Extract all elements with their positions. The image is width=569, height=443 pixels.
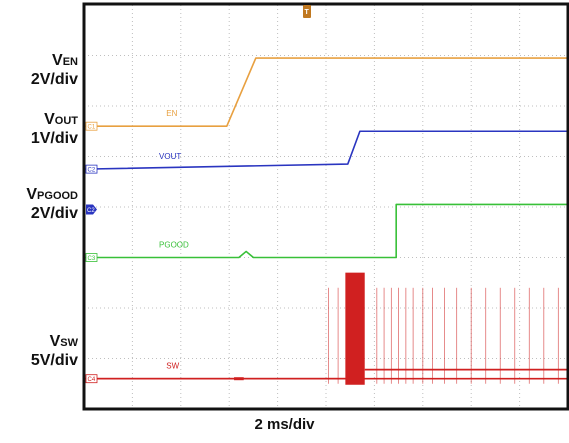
sw-axis-label: VSW 5V/div <box>0 333 78 370</box>
x-axis-label: 2 ms/div <box>254 416 315 433</box>
pgood-axis-label: VPGOOD 2V/div <box>0 186 78 223</box>
vout-trace-label: VOUT <box>159 152 181 161</box>
en-channel-marker-text: C1 <box>88 125 96 131</box>
vout-signal-name: VOUT <box>44 111 78 128</box>
vout-scale: 1V/div <box>30 130 78 147</box>
en-scale: 2V/div <box>30 71 78 88</box>
traces <box>83 57 568 385</box>
plot-frame <box>82 2 569 411</box>
ch2-ground-marker <box>86 204 97 215</box>
sw-signal-name: VSW <box>49 333 78 350</box>
en-axis-label: VEN 2V/div <box>0 52 78 89</box>
vout-channel-marker-text: C2 <box>88 168 96 174</box>
pgood-scale: 2V/div <box>30 205 78 222</box>
sw-channel-marker-text: C4 <box>88 377 96 383</box>
en-trace-label: EN <box>166 109 177 118</box>
trigger-marker-body <box>303 5 311 18</box>
channel-markers: C1 C2 C3 C4 C2 <box>85 121 98 384</box>
pgood-trace <box>84 203 568 259</box>
trigger-marker-text: T <box>305 9 310 16</box>
sw-trace-label: SW <box>166 362 179 371</box>
en-channel-marker <box>85 121 98 131</box>
pgood-channel-marker <box>85 253 98 262</box>
pgood-channel-marker-text: C3 <box>88 256 96 262</box>
sw-channel-marker <box>85 374 98 384</box>
trace-labels: EN VOUT PGOOD SW <box>159 109 189 371</box>
trigger-marker: T <box>303 5 311 18</box>
vout-channel-marker <box>85 164 98 174</box>
vout-axis-label: VOUT 1V/div <box>0 111 78 148</box>
pgood-signal-name: VPGOOD <box>26 186 78 203</box>
en-signal-name: VEN <box>52 52 78 69</box>
ch2-ground-marker-text: C2 <box>87 208 95 214</box>
sw-burst <box>345 272 365 385</box>
vout-trace <box>83 130 568 170</box>
en-trace <box>84 57 568 127</box>
sw-scale: 5V/div <box>30 352 78 369</box>
pgood-trace-label: PGOOD <box>159 241 189 250</box>
